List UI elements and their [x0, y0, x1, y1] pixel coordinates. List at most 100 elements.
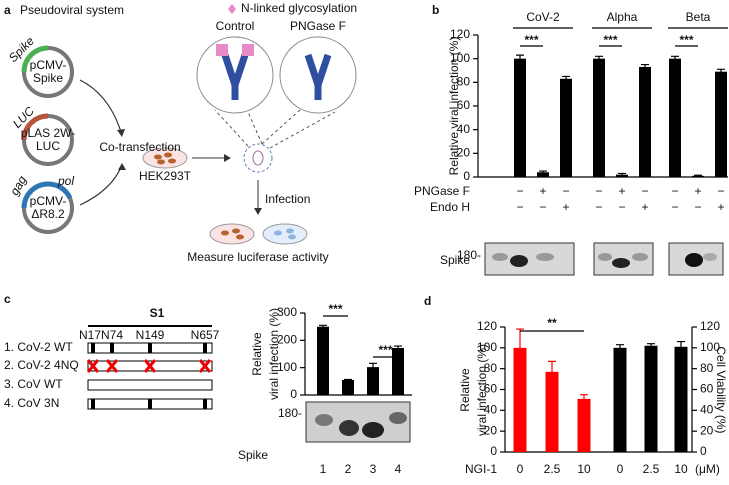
site-label: N657	[191, 328, 220, 342]
bar	[593, 58, 605, 177]
y-axis-label: viral infection (%)	[475, 344, 489, 436]
bar	[317, 326, 329, 395]
y-tick-label: 80	[484, 361, 498, 375]
bar	[545, 371, 559, 452]
treatment-sign: +	[618, 184, 625, 198]
y-axis-label: Relative	[458, 368, 472, 412]
site-label: N17N74	[79, 328, 123, 342]
y-tick-label: 80	[457, 75, 471, 89]
treatment-sign: −	[717, 184, 724, 198]
x-tick-label: 1	[320, 462, 327, 476]
x-tick-label: 2.5	[544, 462, 561, 476]
bar	[715, 71, 727, 177]
panel-label: d	[424, 294, 431, 308]
x-tick-label: 10	[577, 462, 591, 476]
plasmid-name: pCMV-	[30, 58, 67, 72]
panel-a-art	[21, 4, 357, 245]
y-tick-label: 300	[277, 305, 297, 319]
plasmid-name: Spike	[33, 71, 63, 85]
s1-schematic	[86, 325, 213, 410]
bar	[674, 346, 688, 452]
error-bar	[641, 63, 649, 70]
treatment-sign: −	[641, 184, 648, 198]
error-bar	[694, 174, 702, 177]
significance: ***	[524, 33, 538, 47]
significance: ***	[378, 343, 392, 357]
bar	[577, 398, 591, 452]
plasmid-name: LUC	[36, 139, 60, 153]
treatment-label: PNGase F	[414, 184, 470, 198]
treatment-sign: +	[717, 200, 724, 214]
x-tick-label: 0	[617, 462, 624, 476]
y-tick-label: 20	[700, 423, 714, 437]
error-bar	[344, 378, 352, 381]
group-label: Beta	[686, 10, 711, 24]
cell-label: HEK293T	[139, 169, 192, 183]
y-tick-label: 40	[700, 403, 714, 417]
error-bar	[671, 55, 679, 62]
error-bar	[677, 340, 685, 352]
blot-marker: 180-	[278, 406, 302, 420]
y-tick-label: 60	[484, 382, 498, 396]
bar	[560, 78, 572, 177]
condition-label: Control	[216, 19, 255, 33]
bar	[669, 58, 681, 177]
readout-label: Measure luciferase activity	[187, 250, 328, 264]
site-label: N149	[136, 328, 165, 342]
error-bar	[580, 394, 588, 404]
treatment-sign: +	[641, 200, 648, 214]
y-tick-label: 100	[450, 51, 470, 65]
treatment-sign: −	[516, 184, 523, 198]
x-tick-label: 2.5	[643, 462, 660, 476]
step-label: Infection	[265, 192, 310, 206]
error-bar	[369, 362, 377, 371]
treatment-sign: +	[562, 200, 569, 214]
x-tick-label: 4	[395, 462, 402, 476]
y-tick-label: 100	[700, 340, 720, 354]
y2-axis-label: Cell Viability (%)	[714, 346, 728, 433]
bar	[639, 66, 651, 177]
bar	[367, 367, 379, 395]
group-label: CoV-2	[526, 10, 560, 24]
bar	[514, 58, 526, 177]
panel-label: b	[432, 3, 439, 17]
y-axis-label: Relative viral infection (%)	[447, 37, 461, 176]
error-bar	[516, 54, 524, 63]
error-bar	[394, 345, 402, 350]
bar	[537, 172, 549, 177]
bar	[342, 379, 354, 395]
treatment-sign: −	[595, 200, 602, 214]
panel-label: a	[4, 3, 11, 17]
y-tick-label: 0	[700, 444, 707, 458]
error-bar	[539, 170, 547, 174]
error-bar	[516, 328, 524, 367]
significance: **	[547, 316, 557, 330]
y-axis-label: viral infection (%)	[267, 308, 281, 400]
y-tick-label: 120	[450, 27, 470, 41]
x-axis-label: NGI-1	[465, 462, 497, 476]
y-tick-label: 100	[277, 360, 297, 374]
bar	[513, 347, 527, 452]
treatment-label: Endo H	[430, 200, 470, 214]
bar	[392, 347, 404, 395]
y-tick-label: 120	[700, 319, 720, 333]
y-tick-label: 100	[477, 340, 497, 354]
error-bar	[647, 343, 655, 348]
y-tick-label: 40	[484, 403, 498, 417]
significance: ***	[679, 33, 693, 47]
panel-label: c	[4, 292, 11, 306]
y-tick-label: 120	[477, 319, 497, 333]
step-label: Co-transfection	[99, 140, 180, 154]
error-bar	[717, 68, 725, 75]
error-bar	[616, 344, 624, 351]
x-axis-unit: (μM)	[695, 462, 720, 476]
construct-label: 1. CoV-2 WT	[4, 340, 73, 354]
y-tick-label: 40	[457, 122, 471, 136]
error-bar	[562, 75, 570, 82]
plasmid-name: pLAS 2W-	[21, 126, 75, 140]
group-label: Alpha	[607, 10, 638, 24]
y-tick-label: 80	[700, 361, 714, 375]
significance: ***	[603, 33, 617, 47]
treatment-sign: −	[671, 184, 678, 198]
panel-title: Pseudoviral system	[20, 3, 124, 17]
